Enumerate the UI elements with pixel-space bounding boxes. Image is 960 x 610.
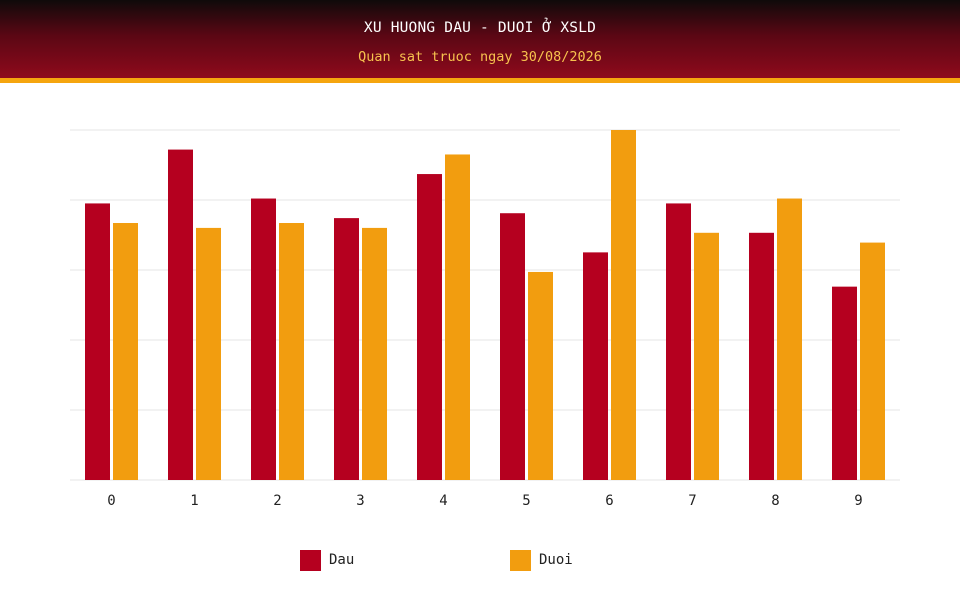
x-tick-label: 0 <box>107 493 115 509</box>
bar-dau-2[interactable] <box>251 198 276 480</box>
bar-duoi-3[interactable] <box>362 227 387 480</box>
bar-duoi-0[interactable] <box>113 223 138 480</box>
bar-duoi-6[interactable] <box>611 130 636 480</box>
x-tick-label: 8 <box>771 493 779 509</box>
bar-duoi-9[interactable] <box>860 242 885 480</box>
bar-dau-7[interactable] <box>666 203 691 480</box>
bar-duoi-4[interactable] <box>445 154 470 480</box>
legend-label-duoi: Duoi <box>539 552 573 568</box>
chart-header: XU HUONG DAU - DUOI Ở XSLD Quan sat truo… <box>0 0 960 83</box>
bar-duoi-5[interactable] <box>528 271 553 480</box>
chart-legend: Dau Duoi <box>0 550 960 574</box>
chart-subtitle: Quan sat truoc ngay 30/08/2026 <box>358 49 602 65</box>
x-tick-label: 1 <box>190 493 198 509</box>
x-tick-label: 6 <box>605 493 613 509</box>
chart-title: XU HUONG DAU - DUOI Ở XSLD <box>363 20 597 36</box>
bar-dau-3[interactable] <box>334 218 359 481</box>
bar-duoi-8[interactable] <box>777 198 802 480</box>
x-tick-label: 7 <box>688 493 696 509</box>
x-tick-label: 2 <box>273 493 281 509</box>
bar-duoi-7[interactable] <box>694 232 719 480</box>
x-tick-label: 4 <box>439 493 447 509</box>
bar-dau-0[interactable] <box>85 203 110 480</box>
bar-dau-1[interactable] <box>168 149 193 480</box>
x-tick-label: 9 <box>854 493 862 509</box>
bar-duoi-1[interactable] <box>196 227 221 480</box>
bar-dau-9[interactable] <box>832 286 857 480</box>
bar-dau-8[interactable] <box>749 232 774 480</box>
x-tick-label: 5 <box>522 493 530 509</box>
legend-swatch-dau <box>300 550 321 571</box>
bar-dau-5[interactable] <box>500 213 525 480</box>
x-tick-label: 3 <box>356 493 364 509</box>
bar-dau-4[interactable] <box>417 174 442 480</box>
legend-label-dau: Dau <box>329 552 355 568</box>
bar-duoi-2[interactable] <box>279 223 304 480</box>
bar-dau-6[interactable] <box>583 252 608 480</box>
legend-swatch-duoi <box>510 550 531 571</box>
